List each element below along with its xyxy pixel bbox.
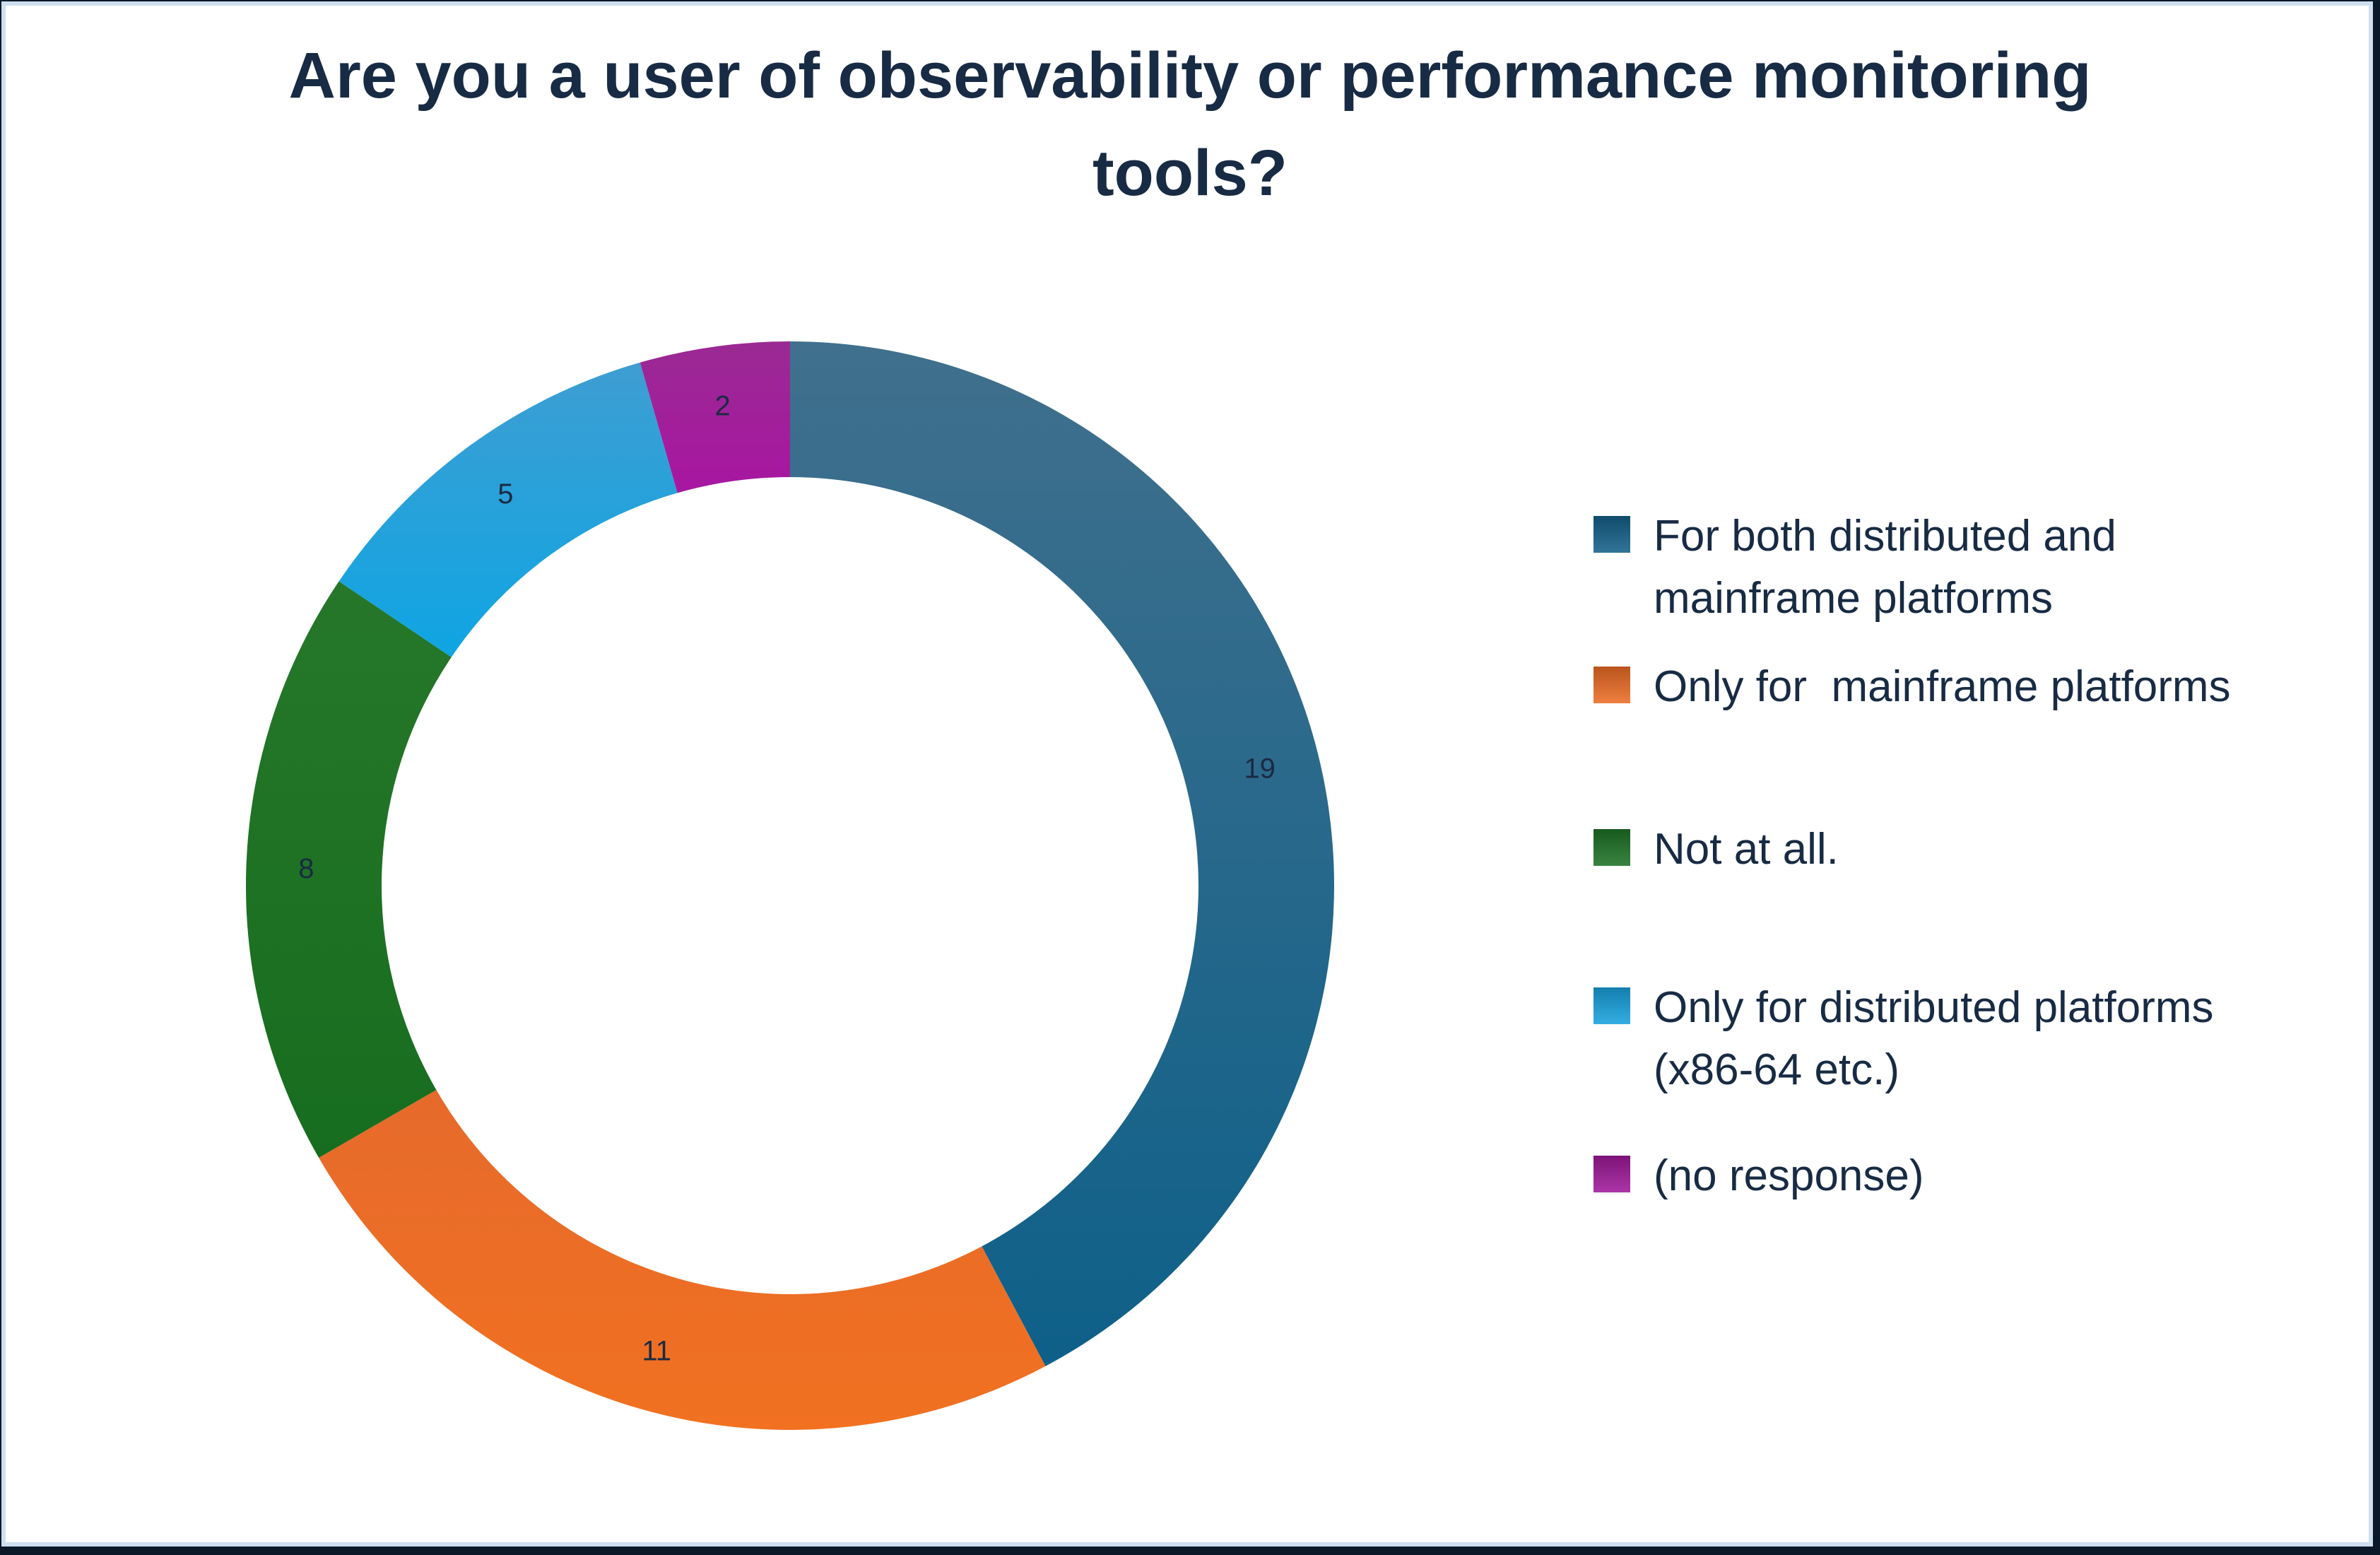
donut-slice-2[interactable] [246, 581, 452, 1158]
donut-slice-0[interactable] [790, 341, 1334, 1366]
legend-swatch-icon [1593, 829, 1630, 866]
donut-slice-value-4: 2 [715, 391, 731, 422]
chart-title-line-1: Are you a user of observability or perfo… [288, 40, 2092, 112]
legend-swatch-icon [1593, 1156, 1630, 1192]
donut-slice-1[interactable] [319, 1090, 1046, 1431]
donut-slice-3[interactable] [338, 362, 678, 657]
donut-slice-value-2: 8 [298, 853, 314, 884]
donut-slice-4[interactable] [640, 341, 790, 493]
legend-label: Not at all. [1654, 825, 1839, 874]
chart-title-line-2: tools? [1092, 137, 1288, 209]
legend-label: (no response) [1654, 1151, 1924, 1200]
donut-slice-value-1: 11 [642, 1335, 671, 1366]
legend-item-0[interactable]: For both distributed and mainframe platf… [1593, 505, 2116, 630]
donut-slice-value-3: 5 [497, 479, 513, 510]
legend-swatch-icon [1593, 516, 1630, 553]
legend-item-3[interactable]: Only for distributed platforms (x86-64 e… [1593, 977, 2214, 1101]
legend-swatch-icon [1593, 667, 1630, 703]
legend-item-2[interactable]: Not at all. [1593, 818, 1839, 881]
donut-slice-value-0: 19 [1244, 753, 1276, 784]
legend-label: For both distributed and mainframe platf… [1654, 512, 2116, 623]
legend-item-1[interactable]: Only for mainframe platforms [1593, 656, 2231, 718]
legend-label: Only for distributed platforms (x86-64 e… [1654, 983, 2214, 1094]
legend-swatch-icon [1593, 987, 1630, 1024]
chart-title: Are you a user of observability or perfo… [194, 27, 2186, 222]
legend-label: Only for mainframe platforms [1654, 662, 2231, 711]
legend-item-4[interactable]: (no response) [1593, 1145, 1924, 1207]
